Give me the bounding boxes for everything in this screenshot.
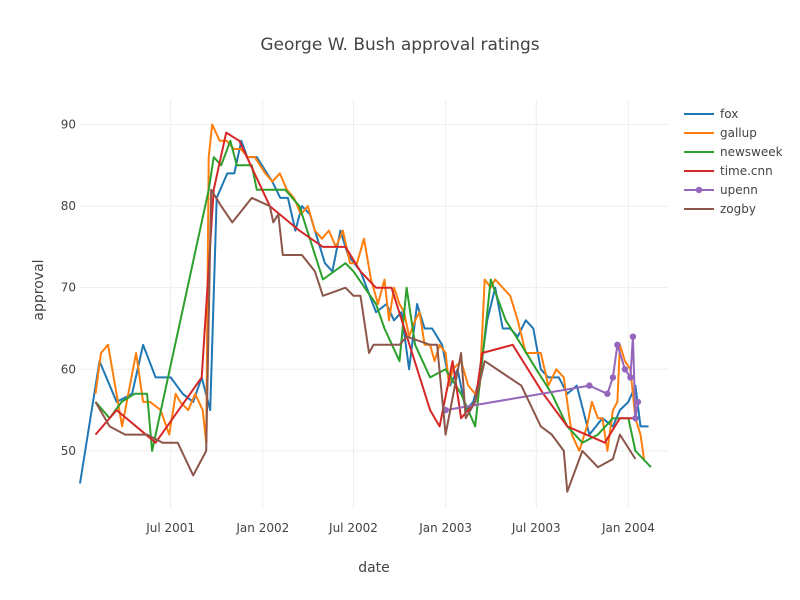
x-axis-label: date <box>358 560 390 576</box>
legend-label: fox <box>720 107 738 121</box>
x-axis-ticks: Jul 2001 Jan 2002 Jul 2002 Jan 2003 Jul 2003… <box>145 521 655 535</box>
series-point-upenn <box>609 374 617 381</box>
gridlines <box>80 100 668 508</box>
series-point-upenn <box>621 366 629 373</box>
series-line-upenn <box>445 335 639 420</box>
chart-title: George W. Bush approval ratings <box>260 35 539 55</box>
series-line-zogby <box>94 188 637 493</box>
legend-marker <box>695 186 703 194</box>
series-line-gallup <box>94 123 645 460</box>
x-tick-label: Jul 2002 <box>328 521 378 535</box>
legend-item-fox[interactable]: fox <box>684 107 738 121</box>
x-tick-label: Jan 2002 <box>235 521 289 535</box>
legend-item-gallup[interactable]: gallup <box>684 126 757 140</box>
series-point-upenn <box>629 333 637 340</box>
y-tick-label: 70 <box>61 281 76 295</box>
plot-area <box>79 123 652 493</box>
series-line-time-cnn <box>94 131 638 444</box>
legend-label: time.cnn <box>720 164 773 178</box>
legend-item-zogby[interactable]: zogby <box>684 202 756 216</box>
y-tick-label: 80 <box>61 199 76 213</box>
series-point-upenn <box>632 415 639 422</box>
legend-label: zogby <box>720 202 756 216</box>
x-tick-label: Jan 2003 <box>418 521 472 535</box>
x-tick-label: Jul 2001 <box>145 521 195 535</box>
legend-label: gallup <box>720 126 757 140</box>
legend-label: upenn <box>720 183 758 197</box>
series-point-upenn <box>614 341 621 348</box>
series-point-upenn <box>586 382 593 389</box>
legend-label: newsweek <box>720 145 783 159</box>
legend-item-time-cnn[interactable]: time.cnn <box>684 164 773 178</box>
series-line-newsweek <box>94 139 652 468</box>
x-tick-label: Jul 2003 <box>511 521 561 535</box>
legend-item-upenn[interactable]: upenn <box>684 183 758 197</box>
x-tick-label: Jan 2004 <box>601 521 655 535</box>
y-tick-label: 50 <box>61 444 76 458</box>
series-point-upenn <box>604 390 611 397</box>
y-axis-label: approval <box>31 259 47 320</box>
series-point-upenn <box>634 398 642 406</box>
y-tick-label: 60 <box>61 362 76 376</box>
series-point-upenn <box>627 374 634 381</box>
legend[interactable]: fox gallup newsweek time.cnn upenn zogby <box>684 107 783 216</box>
y-axis-ticks: 50 60 70 80 90 <box>61 117 76 457</box>
legend-item-newsweek[interactable]: newsweek <box>684 145 783 159</box>
series-line-fox <box>79 139 649 484</box>
y-tick-label: 90 <box>61 117 76 131</box>
